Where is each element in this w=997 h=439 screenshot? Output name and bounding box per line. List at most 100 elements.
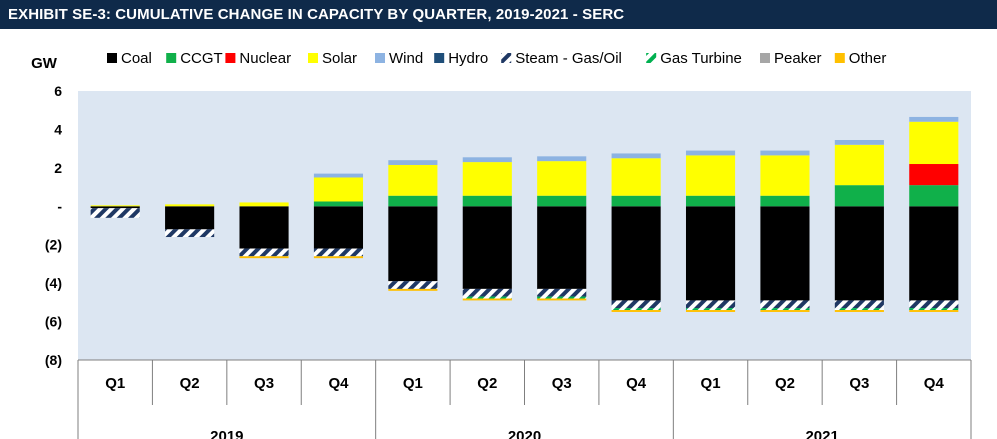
bar-wind-11 (909, 116, 959, 122)
bar-gas-turbine-11 (909, 308, 959, 311)
bar-solar-8 (685, 155, 736, 196)
legend-label: Coal (121, 50, 152, 67)
x-tick-label: Q3 (552, 375, 572, 392)
bar-solar-5 (462, 162, 512, 196)
legend-label: Wind (389, 50, 423, 67)
y-tick-label: 2 (54, 160, 62, 176)
bar-wind-8 (685, 150, 736, 156)
legend-swatch (308, 53, 318, 63)
bar-steam-gas-oil-1 (165, 229, 215, 238)
legend-swatch (107, 53, 117, 63)
y-tick-label: (4) (45, 275, 62, 291)
legend-item: Wind (375, 50, 423, 67)
bar-solar-4 (388, 164, 438, 196)
y-axis-label: GW (31, 55, 58, 72)
bar-ccgt-11 (909, 185, 959, 207)
y-tick-label: (6) (45, 314, 62, 330)
legend-item: CCGT (166, 50, 223, 67)
bar-steam-gas-oil-11 (909, 300, 959, 309)
bar-solar-7 (611, 158, 661, 196)
x-tick-label: Q1 (105, 375, 125, 392)
bar-coal-3 (313, 206, 364, 249)
bar-wind-7 (611, 153, 661, 159)
y-tick-label: (8) (45, 352, 62, 368)
bar-ccgt-7 (611, 195, 661, 207)
x-tick-label: Q2 (180, 375, 200, 392)
y-tick-label: 6 (54, 83, 62, 99)
x-tick-label: Q1 (701, 375, 721, 392)
capacity-chart: GW 6 4 2 - (2) (4) (6) (8) Coal CCGT Nuclear Solar Wi… (31, 50, 972, 439)
legend-label: Hydro (448, 50, 488, 67)
bar-solar-2 (239, 202, 289, 207)
bar-other-3 (313, 256, 364, 259)
bar-other-2 (239, 256, 289, 259)
bar-other-11 (909, 310, 959, 312)
bar-ccgt-4 (388, 195, 438, 207)
bar-coal-11 (909, 206, 959, 301)
bar-steam-gas-oil-3 (313, 248, 364, 257)
bar-steam-gas-oil-9 (760, 300, 810, 309)
legend-item: Other (834, 50, 886, 67)
bar-wind-3 (313, 173, 364, 178)
bar-steam-gas-oil-7 (611, 300, 661, 309)
bar-steam-gas-oil-6 (537, 288, 587, 297)
bar-steam-gas-oil-8 (685, 300, 736, 309)
bar-coal-0 (90, 206, 140, 209)
bar-gas-turbine-9 (760, 308, 810, 311)
legend-swatch (760, 53, 770, 63)
bar-other-6 (537, 298, 587, 301)
legend-item: Solar (308, 50, 357, 67)
group-label: 2019 (210, 428, 243, 439)
x-tick-label: Q2 (775, 375, 795, 392)
bar-gas-turbine-6 (537, 296, 587, 299)
bar-gas-turbine-10 (834, 308, 884, 311)
bar-other-5 (462, 298, 512, 301)
bar-solar-11 (909, 121, 959, 165)
x-tick-label: Q2 (477, 375, 497, 392)
bar-other-4 (388, 288, 438, 291)
bar-other-9 (760, 310, 810, 312)
bar-coal-10 (834, 206, 884, 301)
bar-gas-turbine-7 (611, 308, 661, 311)
bar-gas-turbine-8 (685, 308, 736, 311)
bar-ccgt-3 (313, 201, 364, 207)
bar-steam-gas-oil-0 (90, 208, 140, 218)
x-tick-label: Q1 (403, 375, 423, 392)
legend-swatch (646, 53, 657, 63)
bar-steam-gas-oil-5 (462, 288, 512, 297)
x-tick-label: Q4 (924, 375, 945, 392)
bar-wind-6 (537, 156, 587, 162)
legend-item: Hydro (434, 50, 488, 67)
legend-swatch (225, 53, 236, 63)
bar-ccgt-6 (537, 195, 587, 207)
bar-coal-2 (239, 206, 289, 249)
bar-coal-8 (685, 206, 736, 301)
x-tick-label: Q4 (626, 375, 647, 392)
x-tick-label: Q3 (254, 375, 274, 392)
bar-gas-turbine-5 (462, 296, 512, 299)
x-tick-label: Q4 (328, 375, 349, 392)
bar-solar-3 (313, 177, 364, 202)
bar-other-10 (834, 310, 884, 312)
legend-label: Nuclear (239, 50, 291, 67)
bar-wind-10 (834, 139, 884, 145)
bar-ccgt-8 (685, 195, 736, 207)
y-tick-label: (2) (45, 237, 62, 253)
legend-swatch (834, 53, 845, 63)
legend-swatch (434, 53, 445, 63)
bar-coal-6 (537, 206, 587, 289)
bar-wind-4 (388, 160, 438, 165)
bar-steam-gas-oil-4 (388, 281, 438, 289)
group-label: 2021 (805, 428, 838, 439)
bar-nuclear-11 (909, 164, 959, 186)
legend-swatch (501, 53, 512, 63)
bar-ccgt-10 (834, 185, 884, 207)
bar-solar-10 (834, 144, 884, 186)
bar-other-8 (685, 310, 736, 312)
y-tick-label: - (57, 198, 62, 214)
title-bar: EXHIBIT SE-3: CUMULATIVE CHANGE IN CAPAC… (0, 0, 997, 29)
group-label: 2020 (508, 428, 541, 439)
legend-item: Nuclear (225, 50, 291, 67)
legend-item: Gas Turbine (646, 50, 742, 67)
legend-swatch (166, 53, 177, 63)
